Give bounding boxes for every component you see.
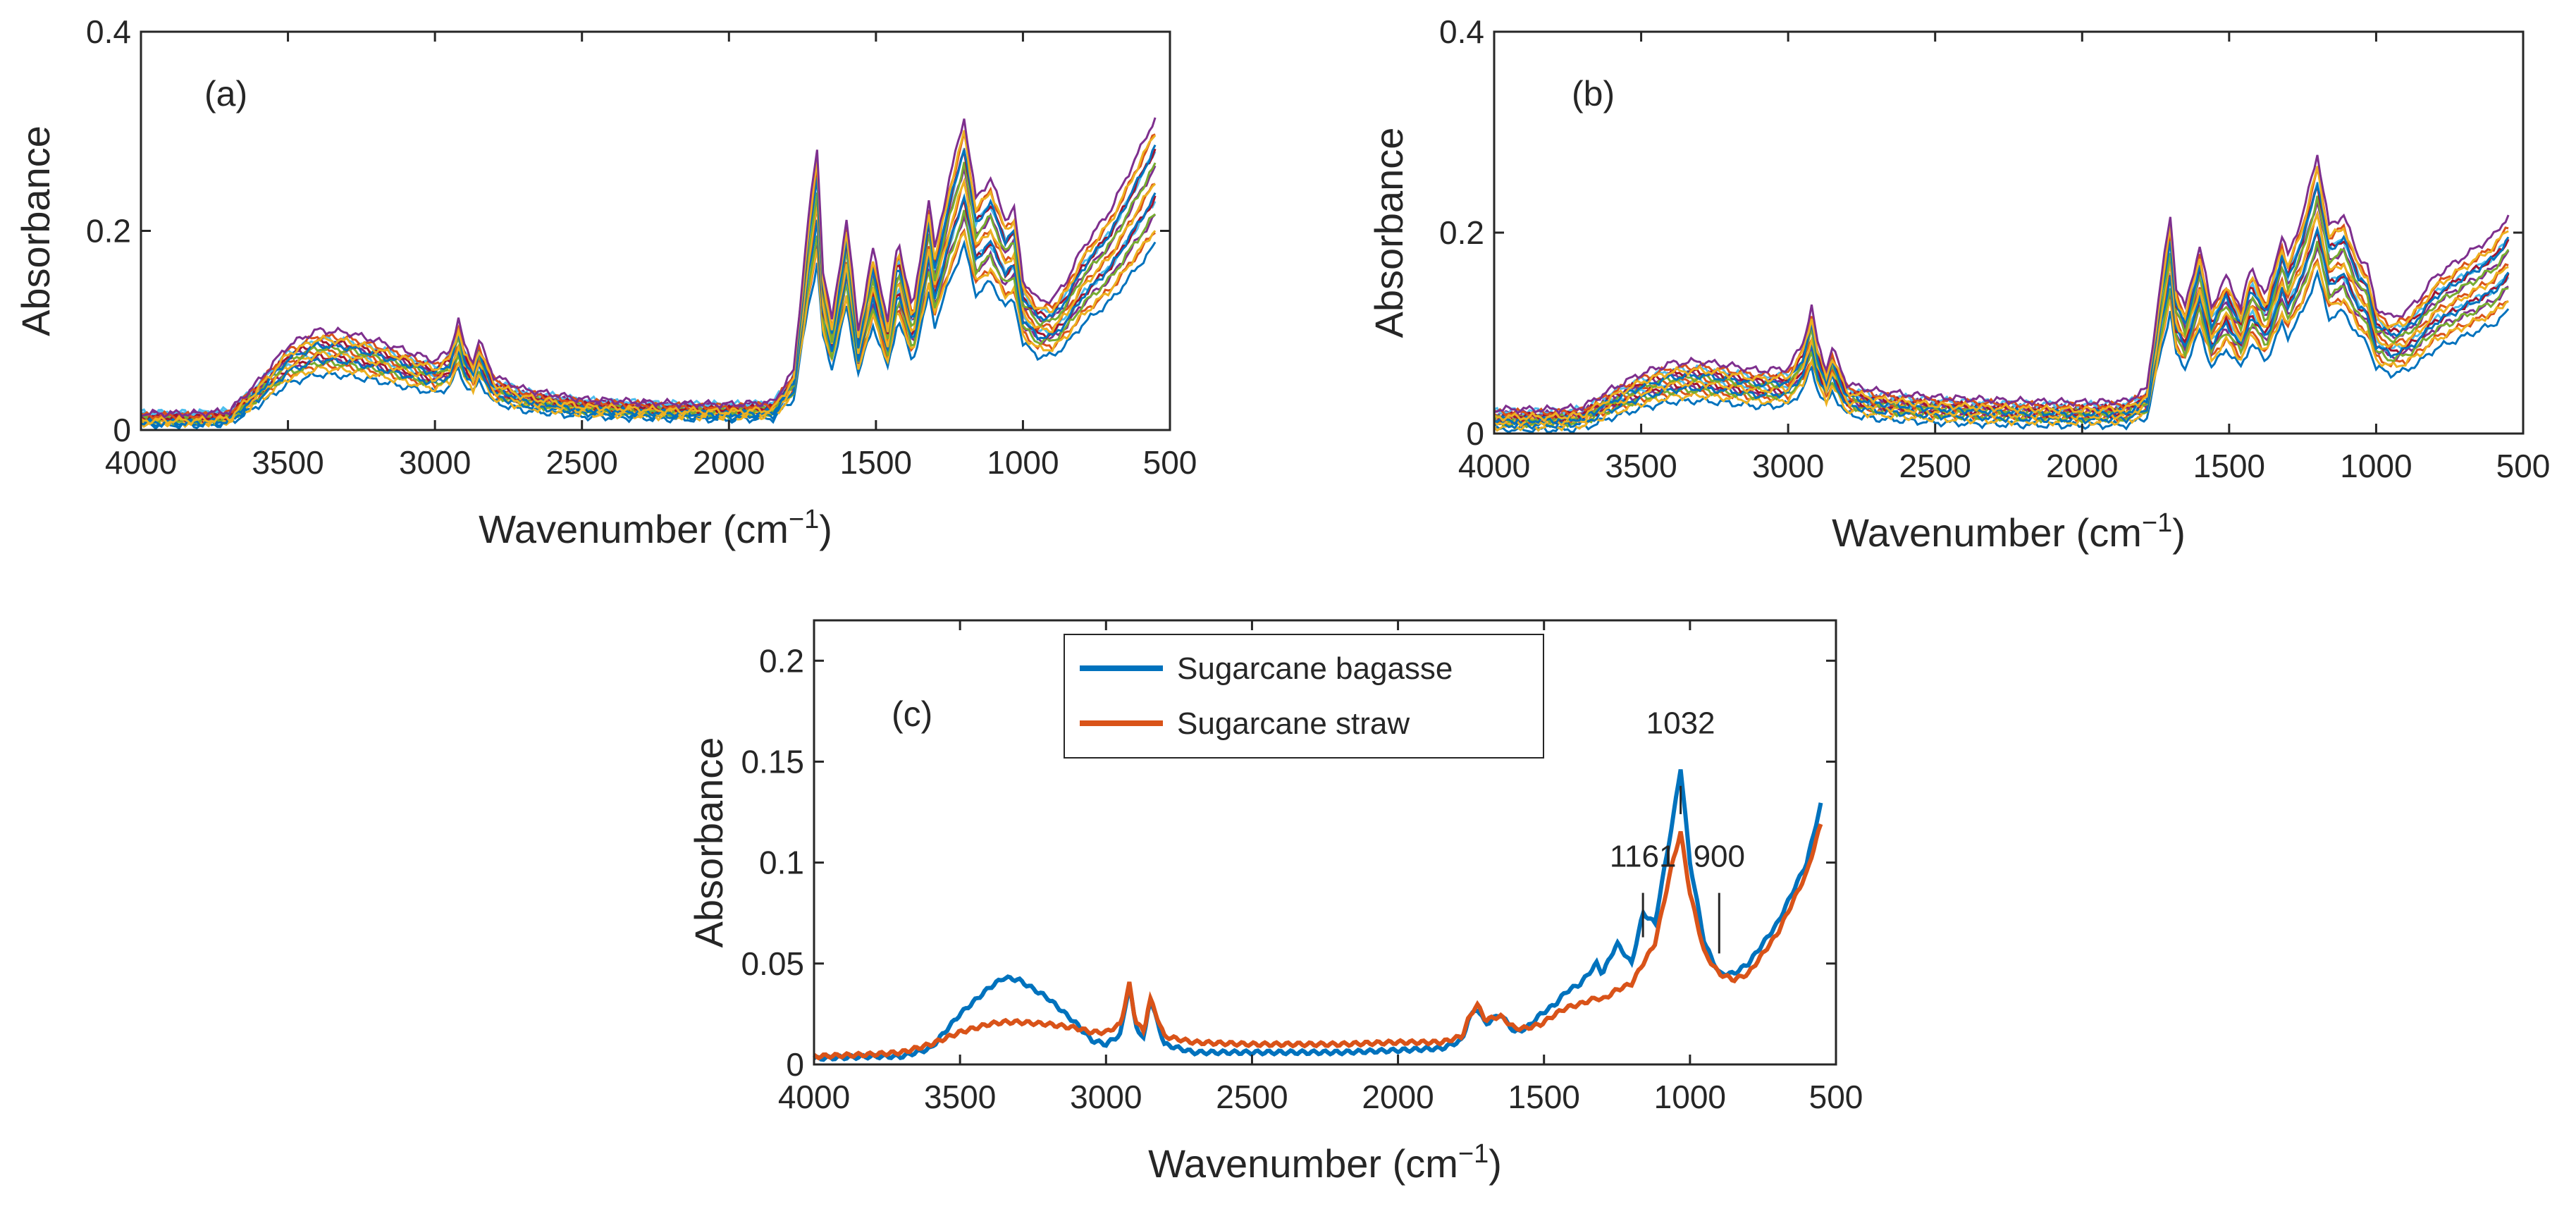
legend-label-straw: Sugarcane straw (1177, 706, 1410, 741)
x-tick-label: 1500 (840, 444, 912, 481)
x-tick-label: 3500 (1605, 448, 1677, 484)
panel-a-x-axis-label-close: ) (819, 507, 832, 551)
y-tick-label: 0.4 (1439, 13, 1484, 50)
panel-a-y-axis-label: Absorbance (13, 125, 58, 336)
panel-a-label: (a) (204, 74, 247, 113)
x-tick-label: 1500 (2193, 448, 2265, 484)
panel-a-spectrum-line (140, 130, 1157, 426)
x-tick-label: 2000 (2046, 448, 2118, 484)
x-tick-label: 2000 (693, 444, 765, 481)
x-tick-label: 4000 (1458, 448, 1530, 484)
panel-a-x-axis-label: Wavenumber (cm−1) (479, 505, 832, 551)
panel-c-series (813, 769, 1823, 1062)
panel-b-label: (b) (1572, 74, 1615, 113)
panel-a-x-axis-label-superscript: −1 (789, 505, 819, 534)
panel-b-spectrum-line (1493, 154, 2510, 415)
x-tick-label: 500 (2496, 448, 2551, 484)
legend-label-bagasse: Sugarcane bagasse (1177, 651, 1453, 686)
panel-c-x-axis-label-text: Wavenumber (cm (1148, 1141, 1458, 1186)
x-tick-label: 2500 (546, 444, 618, 481)
y-tick-label: 0.15 (741, 743, 804, 780)
panel-a-series (140, 117, 1157, 431)
y-tick-label: 0.2 (1439, 214, 1484, 251)
panel-a-spectrum-line (140, 209, 1157, 426)
panel-c-annotations: 1032 1161 900 (1610, 706, 1745, 954)
panel-c-ticks: 4000 3500 3000 2500 2000 1500 1000 500 0 0.05 0.1 0… (741, 620, 1863, 1115)
panel-b-x-axis-label-superscript: −1 (2142, 508, 2172, 538)
x-tick-label: 500 (1143, 444, 1197, 481)
panel-c-legend: Sugarcane bagasse Sugarcane straw (1064, 634, 1544, 759)
y-tick-label: 0 (1466, 415, 1484, 452)
x-tick-label: 2000 (1362, 1079, 1434, 1115)
y-tick-label: 0.2 (86, 213, 131, 250)
panel-b-x-axis-label-close: ) (2172, 510, 2186, 555)
panel-b-spectrum-line (1493, 166, 2509, 423)
panel-c-label: (c) (892, 694, 932, 734)
x-tick-label: 3000 (399, 444, 471, 481)
panel-c-y-axis-label: Absorbance (686, 737, 731, 948)
panel-b-x-axis-label: Wavenumber (cm−1) (1832, 508, 2186, 555)
panel-c-x-axis-label-superscript: −1 (1458, 1139, 1489, 1169)
panel-b-ticks: 4000 3500 3000 2500 2000 1500 1000 500 0 0.2 0.4 (1439, 13, 2550, 484)
panel-b-spectrum-line (1493, 181, 2510, 426)
panel-a-spectrum-line (140, 145, 1157, 428)
y-tick-label: 0.2 (759, 642, 804, 679)
annotation-label-1161: 1161 (1610, 839, 1677, 873)
x-tick-label: 3000 (1070, 1079, 1142, 1115)
annotation-label-1032: 1032 (1646, 706, 1715, 740)
x-tick-label: 1500 (1508, 1079, 1580, 1115)
annotation-label-900: 900 (1694, 839, 1745, 873)
x-tick-label: 2500 (1899, 448, 1971, 484)
legend-box (1064, 634, 1544, 759)
panel-b-x-axis-label-text: Wavenumber (cm (1832, 510, 2142, 555)
x-tick-label: 2500 (1216, 1079, 1288, 1115)
panel-a-spectrum-line (140, 239, 1157, 431)
x-tick-label: 1000 (987, 444, 1059, 481)
panel-b-spectrum-line (1493, 257, 2509, 428)
x-tick-label: 500 (1809, 1079, 1863, 1115)
panel-c-axes-frame (813, 619, 1837, 1066)
series-sugarcane-straw-line (813, 823, 1823, 1061)
x-tick-label: 4000 (105, 444, 177, 481)
x-tick-label: 3500 (924, 1079, 996, 1115)
x-tick-label: 3000 (1752, 448, 1824, 484)
x-tick-label: 3500 (252, 444, 323, 481)
y-tick-label: 0 (113, 412, 131, 448)
panel-a-spectrum-line (140, 192, 1157, 429)
x-tick-label: 1000 (1654, 1079, 1726, 1115)
panel-b-y-axis-label: Absorbance (1367, 128, 1411, 338)
panel-c-x-axis-label: Wavenumber (cm−1) (1148, 1139, 1502, 1186)
y-tick-label: 0.1 (759, 845, 804, 881)
series-sugarcane-bagasse-line (813, 769, 1823, 1062)
panel-a-spectrum-line (140, 117, 1157, 419)
panel-a-chart: 4000 3500 3000 2500 2000 1500 1000 500 0 0.2 0.4 (… (13, 13, 1197, 551)
x-tick-label: 4000 (778, 1079, 850, 1115)
panel-c-x-axis-label-close: ) (1489, 1141, 1502, 1186)
panel-a-x-axis-label-text: Wavenumber (cm (479, 507, 789, 551)
panel-a-ticks: 4000 3500 3000 2500 2000 1500 1000 500 0 0.2 0.4 (86, 13, 1197, 481)
panel-c-chart: 4000 3500 3000 2500 2000 1500 1000 500 0 0.05 0.1 0… (686, 619, 1863, 1186)
panel-b-axes-frame (1493, 30, 2525, 435)
panel-b-series (1493, 154, 2510, 434)
y-tick-label: 0.05 (741, 945, 804, 982)
y-tick-label: 0 (786, 1046, 804, 1083)
panel-b-chart: 4000 3500 3000 2500 2000 1500 1000 500 0 0.2 0.4 (… (1367, 13, 2550, 555)
x-tick-label: 1000 (2340, 448, 2412, 484)
y-tick-label: 0.4 (86, 13, 131, 50)
